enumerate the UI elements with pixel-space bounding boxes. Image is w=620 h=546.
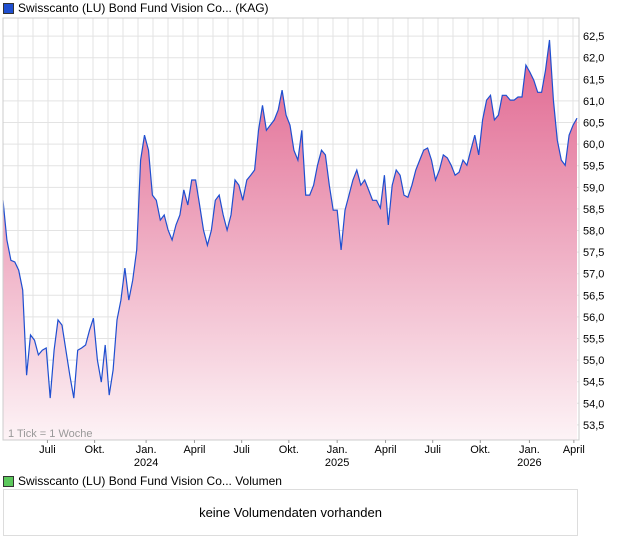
y-tick-label: 56,0 xyxy=(583,312,604,324)
y-tick-label: 60,5 xyxy=(583,118,604,130)
y-tick-label: 54,5 xyxy=(583,377,604,389)
price-legend-label: Swisscanto (LU) Bond Fund Vision Co... (… xyxy=(18,1,269,15)
y-tick-label: 58,0 xyxy=(583,226,604,238)
y-tick-label: 53,5 xyxy=(583,420,604,432)
x-tick-label: Okt. xyxy=(85,444,105,456)
x-tick-label: Jan. xyxy=(327,444,348,456)
y-tick-label: 61,5 xyxy=(583,74,604,86)
y-tick-label: 55,5 xyxy=(583,333,604,345)
x-tick-year: 2025 xyxy=(325,457,349,469)
x-tick-label: Jan. xyxy=(519,444,540,456)
x-tick-year: 2024 xyxy=(134,457,158,469)
x-tick-label: April xyxy=(563,444,585,456)
y-tick-label: 57,0 xyxy=(583,269,604,281)
y-tick-label: 62,5 xyxy=(583,31,604,43)
x-tick-label: April xyxy=(183,444,205,456)
y-tick-label: 61,0 xyxy=(583,96,604,108)
x-tick-label: Juli xyxy=(424,444,441,456)
price-legend-swatch xyxy=(3,2,14,14)
volume-panel: keine Volumendaten vorhanden xyxy=(3,489,578,536)
price-line xyxy=(2,39,578,399)
x-tick-label: April xyxy=(375,444,397,456)
y-tick-label: 59,0 xyxy=(583,182,604,194)
volume-legend-swatch xyxy=(3,475,14,487)
price-chart: 53,5 54,0 54,5 55,0 55,5 56,0 56,5 57,0 57,5 58,0… xyxy=(2,17,604,469)
x-tick-label: Juli xyxy=(233,444,250,456)
y-tick-label: 62,0 xyxy=(583,53,604,65)
volume-legend-label: Swisscanto (LU) Bond Fund Vision Co... V… xyxy=(18,474,282,488)
y-tick-label: 55,0 xyxy=(583,355,604,367)
x-tick-label: Okt. xyxy=(470,444,490,456)
y-tick-label: 60,0 xyxy=(583,139,604,151)
price-area xyxy=(3,40,577,440)
x-tick-label: Jan. xyxy=(136,444,157,456)
x-tick-label: Okt. xyxy=(279,444,299,456)
x-tick-label: Juli xyxy=(39,444,56,456)
tick-note: 1 Tick = 1 Woche xyxy=(8,428,92,440)
y-tick-label: 54,0 xyxy=(583,398,604,410)
volume-legend: Swisscanto (LU) Bond Fund Vision Co... V… xyxy=(3,474,282,488)
price-legend: Swisscanto (LU) Bond Fund Vision Co... (… xyxy=(3,1,269,15)
y-tick-label: 56,5 xyxy=(583,290,604,302)
volume-empty-message: keine Volumendaten vorhanden xyxy=(199,505,382,520)
x-tick-year: 2026 xyxy=(517,457,541,469)
plot-border xyxy=(2,17,580,441)
y-tick-label: 59,5 xyxy=(583,161,604,173)
y-tick-label: 57,5 xyxy=(583,247,604,259)
y-tick-label: 58,5 xyxy=(583,204,604,216)
